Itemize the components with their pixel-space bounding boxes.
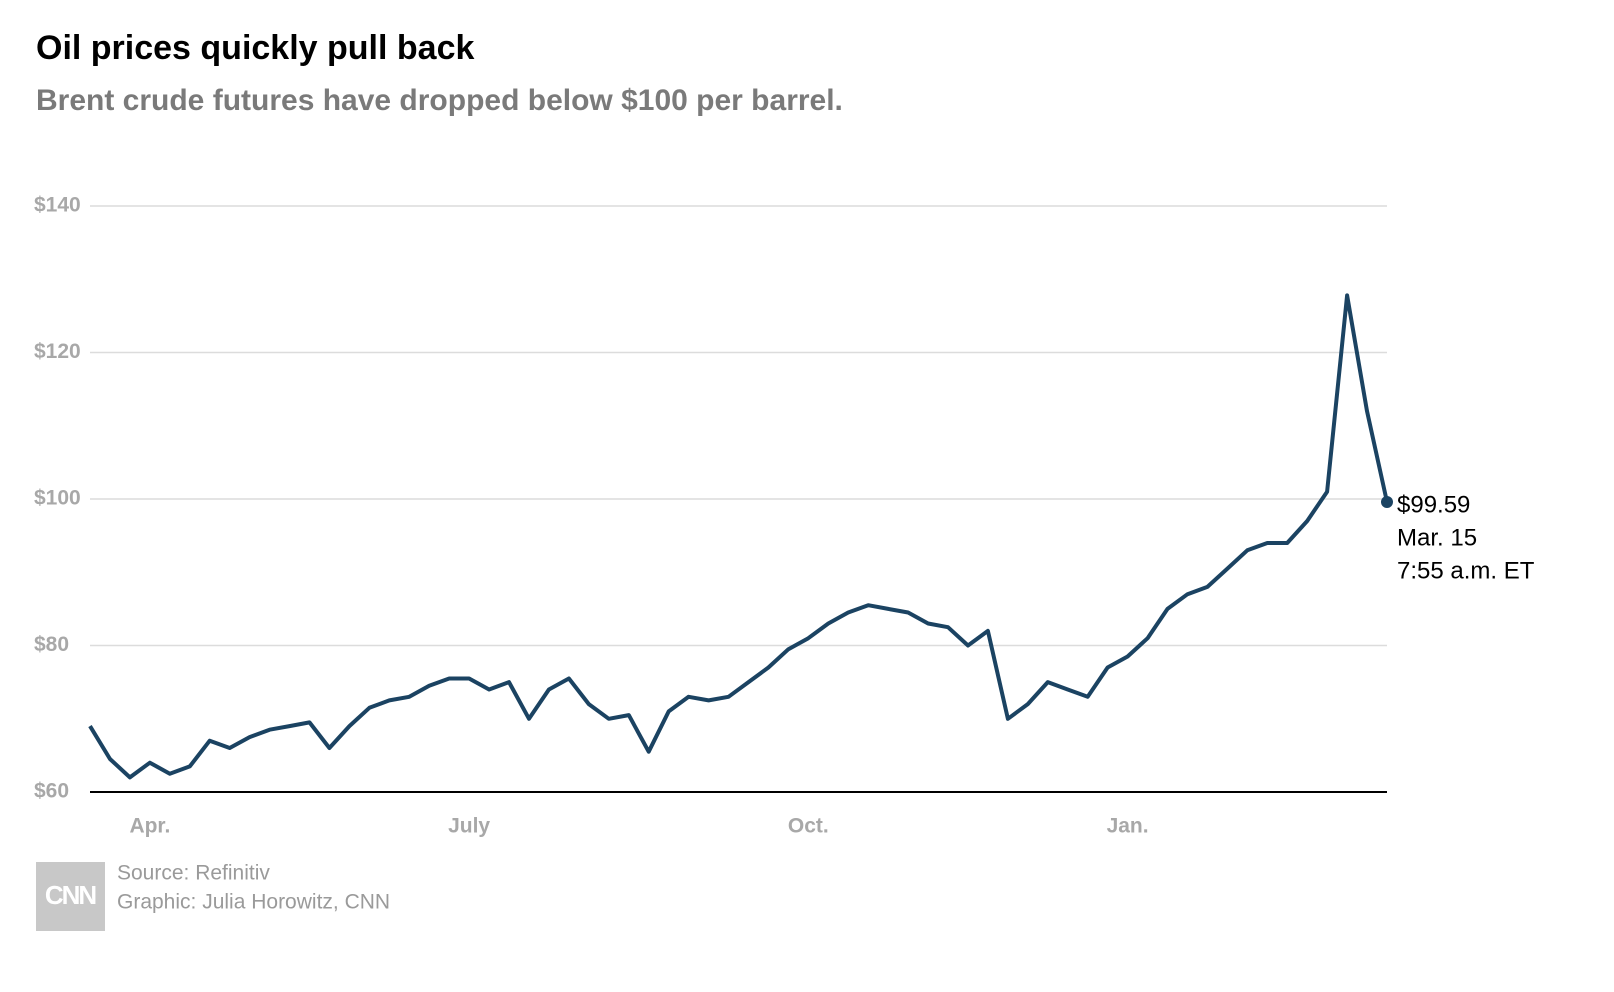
y-tick-label: $80 — [34, 633, 69, 656]
y-tick-label: $120 — [34, 340, 81, 363]
annotation: $99.59 — [1397, 491, 1470, 518]
last-point — [1381, 496, 1393, 509]
y-tick-label: $60 — [34, 780, 69, 803]
x-tick-label: Apr. — [129, 815, 170, 838]
logo: CNN — [45, 880, 97, 910]
x-tick-label: July — [448, 815, 490, 838]
annotation: Mar. 15 — [1397, 524, 1477, 551]
chart-title: Oil prices quickly pull back — [36, 29, 474, 67]
y-tick-label: $100 — [34, 487, 81, 510]
price-line — [88, 293, 1389, 780]
x-tick-label: Oct. — [788, 815, 829, 838]
chart-subtitle: Brent crude futures have dropped below $… — [36, 84, 843, 117]
logo-box — [36, 862, 105, 931]
y-tick-label: $140 — [34, 194, 81, 217]
annotation: 7:55 a.m. ET — [1397, 557, 1535, 584]
x-tick-label: Jan. — [1107, 815, 1149, 838]
source: Source: Refinitiv — [117, 862, 270, 885]
credit: Graphic: Julia Horowitz, CNN — [117, 891, 390, 914]
